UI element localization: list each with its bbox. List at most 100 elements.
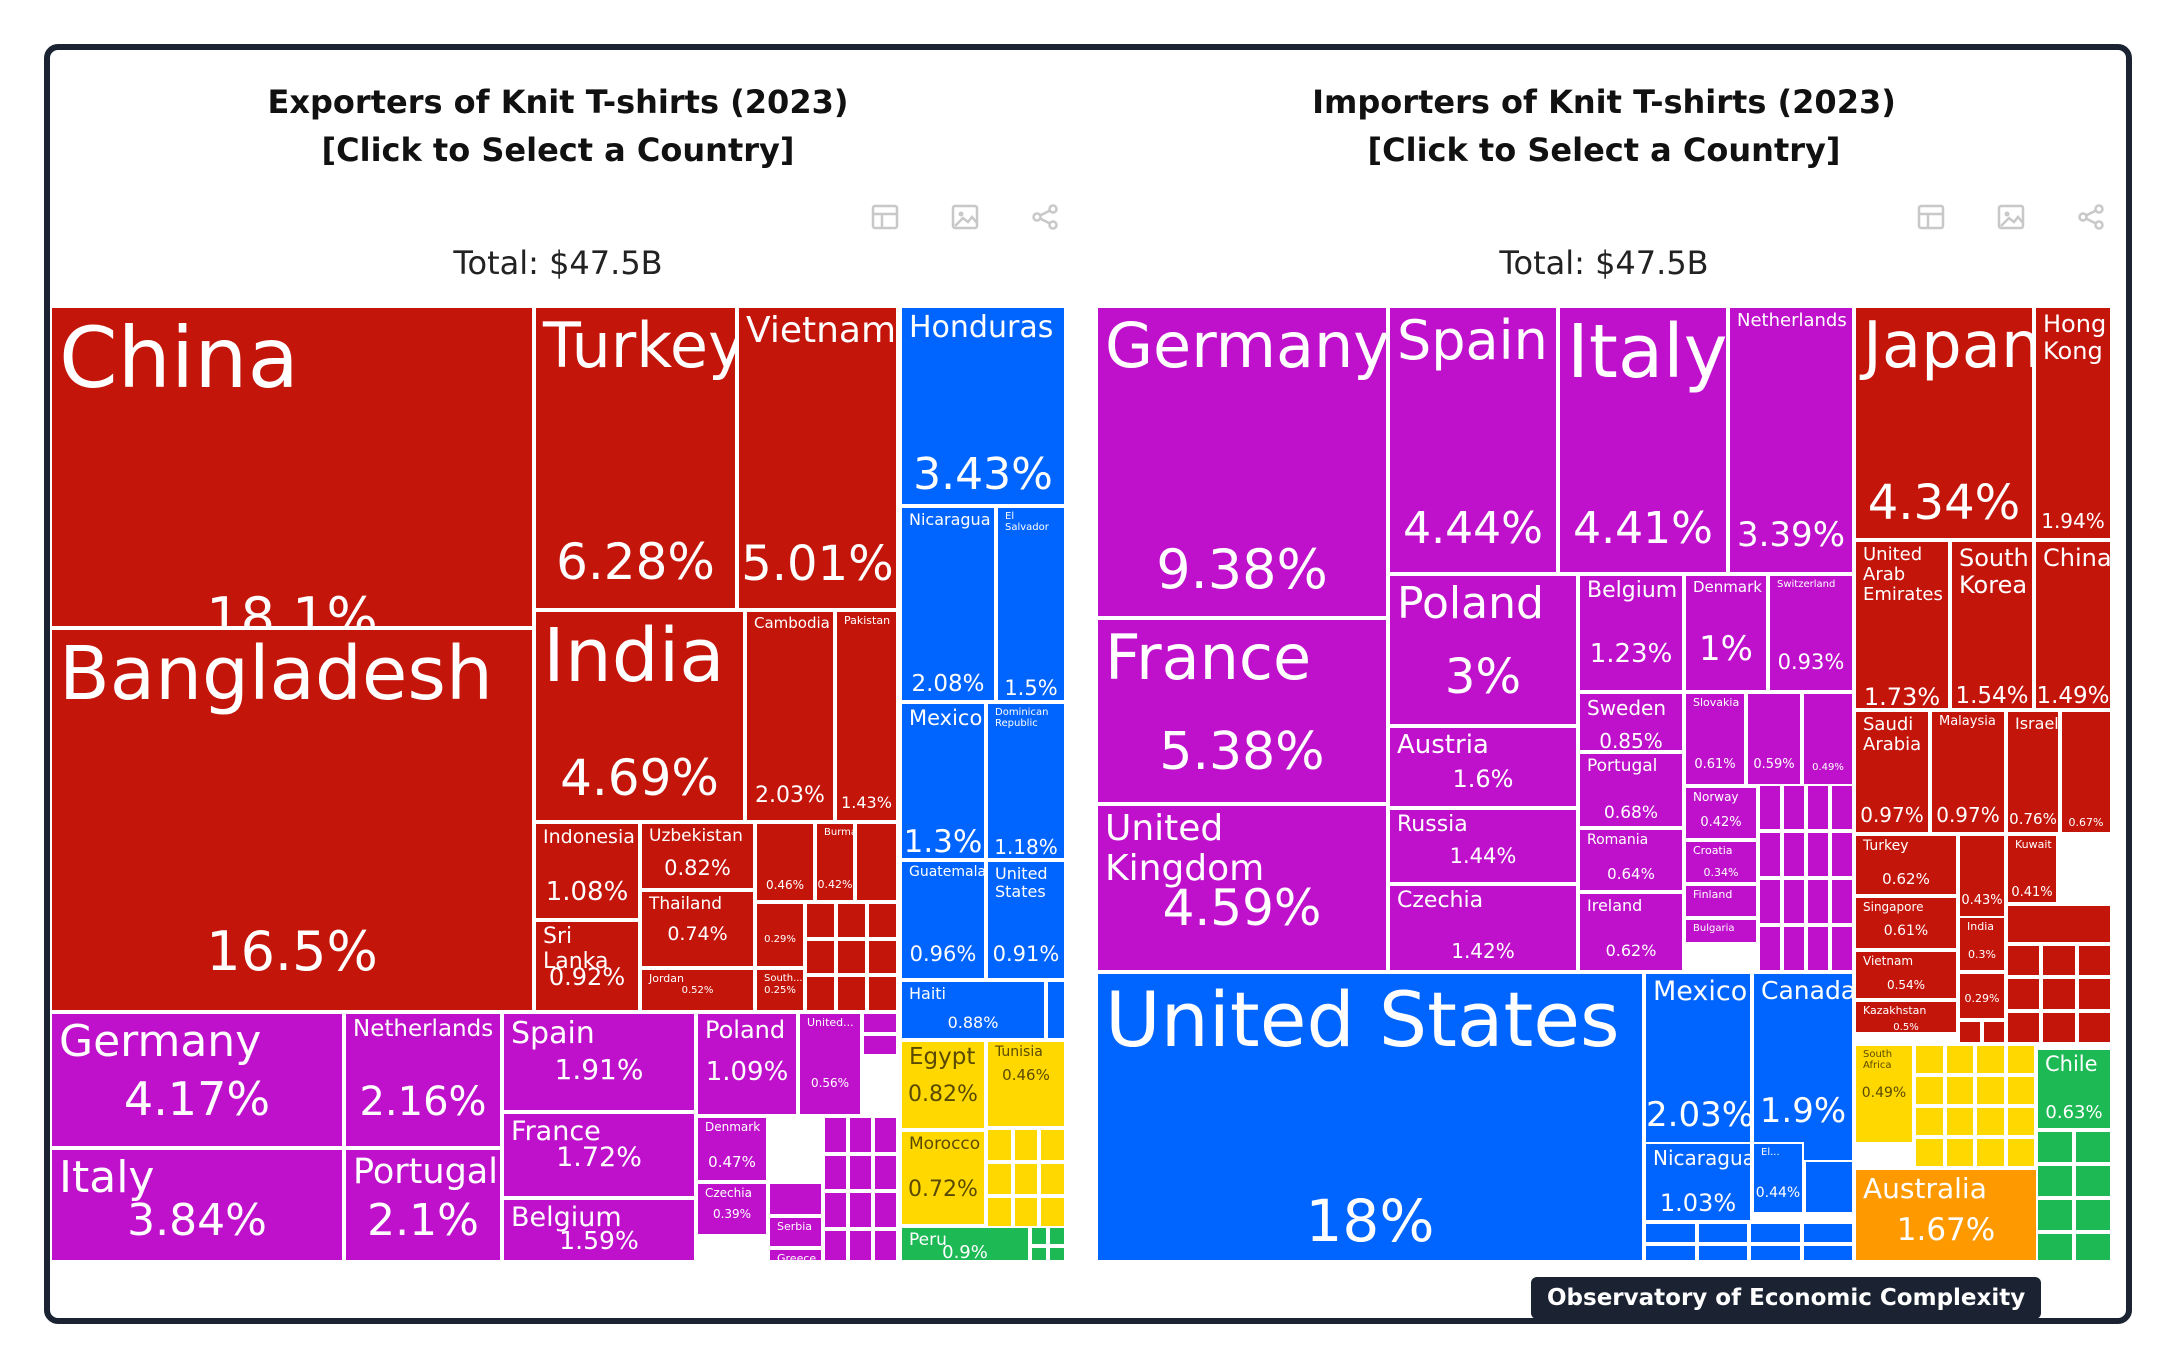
treemap-tile-small[interactable] xyxy=(836,938,867,976)
treemap-tile-united[interactable]: United... 0.56% xyxy=(798,1012,862,1116)
treemap-tile-small[interactable] xyxy=(1030,1246,1048,1260)
image-icon[interactable] xyxy=(1996,202,2026,232)
treemap-tile-small[interactable] xyxy=(805,902,836,939)
treemap-tile-poland[interactable]: Poland 3% xyxy=(1388,574,1578,726)
treemap-tile-small[interactable] xyxy=(986,1162,1013,1196)
treemap-tile-small[interactable] xyxy=(1644,1222,1697,1244)
treemap-tile-small[interactable] xyxy=(1048,1226,1066,1246)
treemap-tile-morocco[interactable]: Morocco 0.72% xyxy=(900,1130,986,1226)
treemap-tile-0-46[interactable]: 0.46% xyxy=(755,822,815,902)
treemap-tile-small[interactable] xyxy=(823,1116,848,1154)
treemap-tile-small[interactable] xyxy=(2036,1164,2074,1198)
treemap-tile-small[interactable] xyxy=(1830,925,1854,972)
treemap-tile-small[interactable] xyxy=(1782,925,1806,972)
treemap-tile-small[interactable] xyxy=(2006,1010,2042,1044)
treemap-tile-saudi-arabia[interactable]: Saudi Arabia 0.97% xyxy=(1854,710,1930,834)
treemap-tile-0-29[interactable]: 0.29% xyxy=(1958,972,2006,1020)
treemap-tile-china[interactable]: China 18.1% xyxy=(50,306,534,628)
treemap-tile-small[interactable] xyxy=(2005,1137,2036,1168)
treemap-tile-china[interactable]: China 1.49% xyxy=(2034,540,2112,710)
treemap-tile-small[interactable] xyxy=(862,1012,898,1034)
treemap-tile-netherlands[interactable]: Netherlands 2.16% xyxy=(344,1012,502,1148)
treemap-tile-canada[interactable]: Canada 1.9% xyxy=(1752,972,1854,1162)
treemap-tile-netherlands[interactable]: Netherlands 3.39% xyxy=(1728,306,1854,574)
treemap-tile-czechia[interactable]: Czechia 0.39% xyxy=(696,1182,768,1236)
treemap-tile-switzerland[interactable]: Switzerland 0.93% xyxy=(1768,574,1854,692)
share-icon[interactable] xyxy=(2076,202,2106,232)
treemap-tile-small[interactable] xyxy=(1696,1222,1749,1244)
treemap-tile-small[interactable] xyxy=(867,975,898,1012)
exporters-select-country-link[interactable]: [Click to Select a Country] xyxy=(321,131,795,169)
treemap-tile-ireland[interactable]: Ireland 0.62% xyxy=(1578,892,1684,972)
treemap-tile-germany[interactable]: Germany 4.17% xyxy=(50,1012,344,1148)
treemap-tile-small[interactable] xyxy=(867,938,898,976)
treemap-tile-small[interactable] xyxy=(1801,1244,1854,1260)
treemap-tile-small[interactable] xyxy=(1749,1222,1802,1244)
treemap-tile-small[interactable] xyxy=(873,1153,898,1191)
treemap-tile-nicaragua[interactable]: Nicaragua 1.03% xyxy=(1644,1142,1752,1222)
table-icon[interactable] xyxy=(1916,202,1946,232)
treemap-tile-small[interactable] xyxy=(2041,1010,2077,1044)
treemap-tile-portugal[interactable]: Portugal 0.68% xyxy=(1578,752,1684,828)
treemap-tile-small[interactable] xyxy=(2074,1232,2112,1260)
treemap-tile-turkey[interactable]: Turkey 6.28% xyxy=(534,306,737,610)
treemap-tile-uzbekistan[interactable]: Uzbekistan 0.82% xyxy=(640,822,755,890)
treemap-tile-small[interactable] xyxy=(805,975,836,1012)
treemap-tile-small[interactable] xyxy=(2041,944,2077,978)
treemap-tile-small[interactable] xyxy=(2006,904,2112,944)
image-icon[interactable] xyxy=(950,202,980,232)
treemap-tile-small[interactable] xyxy=(768,1182,823,1216)
treemap-tile-0-29[interactable]: 0.29% xyxy=(755,902,805,968)
treemap-tile-india[interactable]: India 0.3% xyxy=(1958,916,2006,972)
treemap-tile-small[interactable] xyxy=(836,975,867,1012)
treemap-tile-singapore[interactable]: Singapore 0.61% xyxy=(1854,896,1958,950)
table-icon[interactable] xyxy=(870,202,900,232)
treemap-tile-small[interactable] xyxy=(1801,1222,1854,1244)
treemap-tile-bulgaria[interactable]: Bulgaria xyxy=(1684,918,1758,944)
treemap-tile-vietnam[interactable]: Vietnam 0.54% xyxy=(1854,950,1958,1000)
treemap-tile-small[interactable] xyxy=(2005,1044,2036,1075)
treemap-tile-nicaragua[interactable]: Nicaragua 2.08% xyxy=(900,506,996,702)
treemap-tile-cambodia[interactable]: Cambodia 2.03% xyxy=(745,610,835,822)
treemap-tile-small[interactable] xyxy=(873,1191,898,1229)
treemap-tile-guatemala[interactable]: Guatemala 0.96% xyxy=(900,860,986,980)
treemap-tile-kuwait[interactable]: Kuwait 0.41% xyxy=(2006,834,2058,904)
treemap-tile-el-salvador[interactable]: El Salvador 1.5% xyxy=(996,506,1066,702)
treemap-tile-south-korea[interactable]: South Korea 1.54% xyxy=(1950,540,2034,710)
treemap-tile-small[interactable] xyxy=(855,822,898,902)
treemap-tile-small[interactable] xyxy=(1982,1020,2006,1044)
treemap-tile-india[interactable]: India 4.69% xyxy=(534,610,745,822)
treemap-tile-small[interactable] xyxy=(1830,784,1854,831)
treemap-tile-russia[interactable]: Russia 1.44% xyxy=(1388,808,1578,884)
treemap-tile-small[interactable] xyxy=(2076,944,2112,978)
treemap-tile-japan[interactable]: Japan 4.34% xyxy=(1854,306,2034,540)
treemap-tile-small[interactable] xyxy=(1958,1020,1982,1044)
treemap-tile-small[interactable] xyxy=(1806,784,1830,831)
treemap-tile-united-states[interactable]: United States 0.91% xyxy=(986,860,1066,980)
treemap-tile-small[interactable] xyxy=(2036,1130,2074,1164)
treemap-tile-israel[interactable]: Israel 0.76% xyxy=(2006,710,2060,834)
treemap-tile-small[interactable] xyxy=(1030,1226,1048,1246)
treemap-tile-chile[interactable]: Chile 0.63% xyxy=(2036,1048,2112,1130)
treemap-tile-honduras[interactable]: Honduras 3.43% xyxy=(900,306,1066,506)
treemap-tile-denmark[interactable]: Denmark 1% xyxy=(1684,574,1768,692)
treemap-tile-haiti[interactable]: Haiti 0.88% xyxy=(900,980,1046,1040)
treemap-tile-sweden[interactable]: Sweden 0.85% xyxy=(1578,692,1684,752)
treemap-tile-small[interactable] xyxy=(2076,977,2112,1011)
treemap-tile-small[interactable] xyxy=(1830,878,1854,925)
treemap-tile-0-49[interactable]: 0.49% xyxy=(1802,692,1854,786)
treemap-tile-small[interactable] xyxy=(2036,1232,2074,1260)
treemap-tile-south-africa[interactable]: South Africa 0.49% xyxy=(1854,1044,1914,1144)
treemap-tile-small[interactable] xyxy=(1830,831,1854,878)
treemap-tile-small[interactable] xyxy=(1914,1075,1945,1106)
treemap-tile-turkey[interactable]: Turkey 0.62% xyxy=(1854,834,1958,896)
treemap-tile-small[interactable] xyxy=(2041,977,2077,1011)
treemap-tile-germany[interactable]: Germany 9.38% xyxy=(1096,306,1388,618)
treemap-tile-small[interactable] xyxy=(1914,1044,1945,1075)
treemap-tile-norway[interactable]: Norway 0.42% xyxy=(1684,786,1758,840)
treemap-tile-small[interactable] xyxy=(823,1153,848,1191)
treemap-tile-bangladesh[interactable]: Bangladesh 16.5% xyxy=(50,628,534,1012)
treemap-tile-small[interactable] xyxy=(1782,878,1806,925)
treemap-tile-small[interactable] xyxy=(873,1116,898,1154)
treemap-tile-0-67[interactable]: 0.67% xyxy=(2060,710,2112,834)
